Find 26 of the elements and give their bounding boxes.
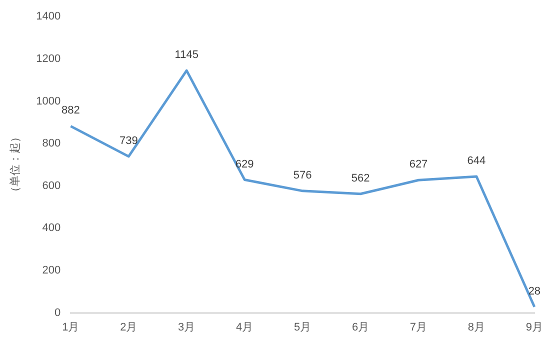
y-tick-label: 200 <box>42 264 61 277</box>
x-tick-label: 9月 <box>526 321 544 334</box>
x-tick-label: 8月 <box>468 321 486 334</box>
data-label: 562 <box>351 172 370 184</box>
y-tick-label: 400 <box>42 222 61 234</box>
x-tick-label: 7月 <box>410 321 428 334</box>
data-label: 882 <box>61 104 80 117</box>
y-tick-label: 1200 <box>36 52 61 65</box>
y-tick-label: 1400 <box>36 10 61 23</box>
data-label: 644 <box>467 155 486 168</box>
y-tick-label: 600 <box>42 180 61 192</box>
y-axis-title: （单位：起） <box>8 132 22 198</box>
y-tick-label: 0 <box>54 306 61 319</box>
y-tick-label: 800 <box>42 138 61 150</box>
x-tick-label: 1月 <box>62 321 80 334</box>
x-tick-label: 4月 <box>236 321 254 334</box>
x-tick-label: 3月 <box>178 321 196 334</box>
y-tick-label: 1000 <box>36 95 61 108</box>
x-tick-label: 5月 <box>294 321 312 334</box>
x-tick-label: 2月 <box>120 321 138 334</box>
data-label: 1145 <box>174 49 198 62</box>
x-tick-label: 6月 <box>352 321 370 334</box>
data-label: 28 <box>528 285 541 298</box>
data-label: 739 <box>119 134 138 147</box>
data-label: 576 <box>293 169 312 182</box>
data-label: 627 <box>409 158 428 171</box>
